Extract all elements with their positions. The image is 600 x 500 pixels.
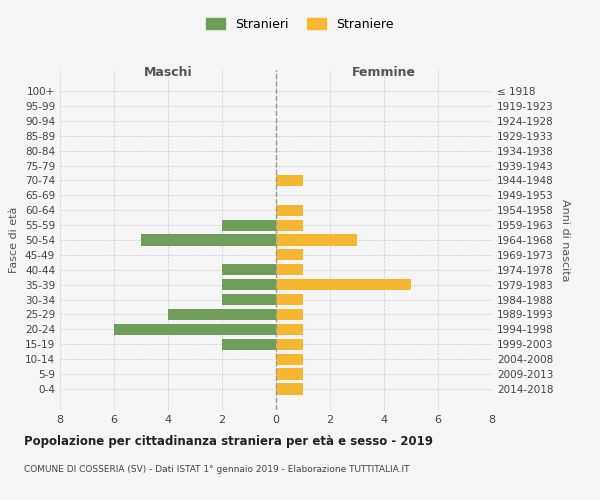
Bar <box>276 294 303 305</box>
Text: COMUNE DI COSSERIA (SV) - Dati ISTAT 1° gennaio 2019 - Elaborazione TUTTITALIA.I: COMUNE DI COSSERIA (SV) - Dati ISTAT 1° … <box>24 465 409 474</box>
Bar <box>276 338 303 350</box>
Bar <box>276 264 303 276</box>
Bar <box>222 264 276 276</box>
Bar <box>276 324 303 335</box>
Bar <box>222 294 276 305</box>
Bar <box>276 204 303 216</box>
Bar <box>276 250 303 260</box>
Bar <box>276 279 411 290</box>
Bar <box>276 368 303 380</box>
Bar <box>222 338 276 350</box>
Bar <box>114 324 276 335</box>
Text: Femmine: Femmine <box>352 66 416 79</box>
Text: Maschi: Maschi <box>143 66 193 79</box>
Text: Popolazione per cittadinanza straniera per età e sesso - 2019: Popolazione per cittadinanza straniera p… <box>24 435 433 448</box>
Legend: Stranieri, Straniere: Stranieri, Straniere <box>200 11 400 37</box>
Bar <box>276 175 303 186</box>
Bar <box>168 309 276 320</box>
Bar <box>222 279 276 290</box>
Bar <box>141 234 276 246</box>
Y-axis label: Anni di nascita: Anni di nascita <box>560 198 570 281</box>
Bar <box>276 234 357 246</box>
Bar <box>276 309 303 320</box>
Bar <box>276 384 303 394</box>
Bar <box>276 220 303 230</box>
Y-axis label: Fasce di età: Fasce di età <box>10 207 19 273</box>
Bar <box>222 220 276 230</box>
Bar <box>276 354 303 365</box>
